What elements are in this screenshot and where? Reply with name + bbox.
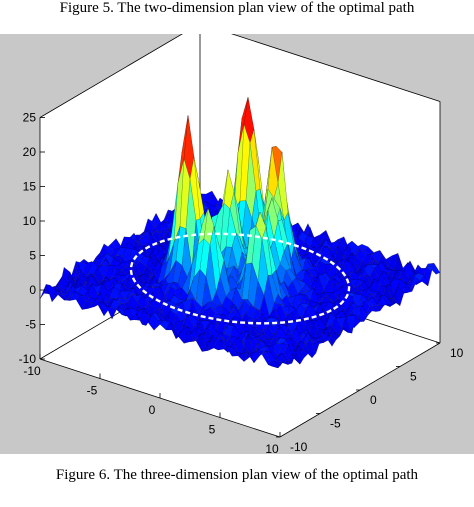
figure-5-caption: Figure 5. The two-dimension plan view of…	[59, 0, 415, 16]
y-tick-label: 0	[370, 393, 377, 407]
optimal-path	[129, 232, 351, 325]
figure-6-caption: Figure 6. The three-dimension plan view …	[55, 467, 419, 483]
y-tick-label: 5	[410, 370, 417, 384]
y-tick-label: -5	[330, 417, 341, 431]
axis-front-edge	[39, 358, 281, 438]
z-tick-label: 25	[23, 111, 37, 125]
surface-mesh	[39, 97, 441, 369]
axis-box-edge	[231, 34, 441, 102]
z-tick-label: 15	[23, 180, 37, 194]
z-tick-label: 5	[29, 249, 36, 263]
z-tick-label: 10	[23, 214, 37, 228]
z-tick-label: -5	[25, 318, 36, 332]
x-tick-label: -5	[87, 384, 98, 398]
surface-facet	[273, 360, 285, 369]
y-tick-label: 10	[450, 346, 464, 360]
y-tick-label: -10	[290, 440, 308, 454]
z-tick-label: -10	[19, 352, 37, 366]
x-tick-label: 5	[209, 423, 216, 437]
x-tick-label: -10	[23, 364, 41, 378]
axis-box-edge	[39, 34, 183, 118]
z-tick-label: 20	[23, 145, 37, 159]
optimal-path-line	[129, 232, 351, 325]
axis-front-edge	[279, 342, 441, 438]
x-tick-label: 0	[149, 403, 156, 417]
z-tick-label: 0	[29, 283, 36, 297]
x-tick-label: 10	[265, 442, 279, 454]
figure-panel: 25 20 15 10 5 0 -5 -10 -10 -5 0 5 10 -10 -5 0 5 10	[0, 34, 474, 454]
